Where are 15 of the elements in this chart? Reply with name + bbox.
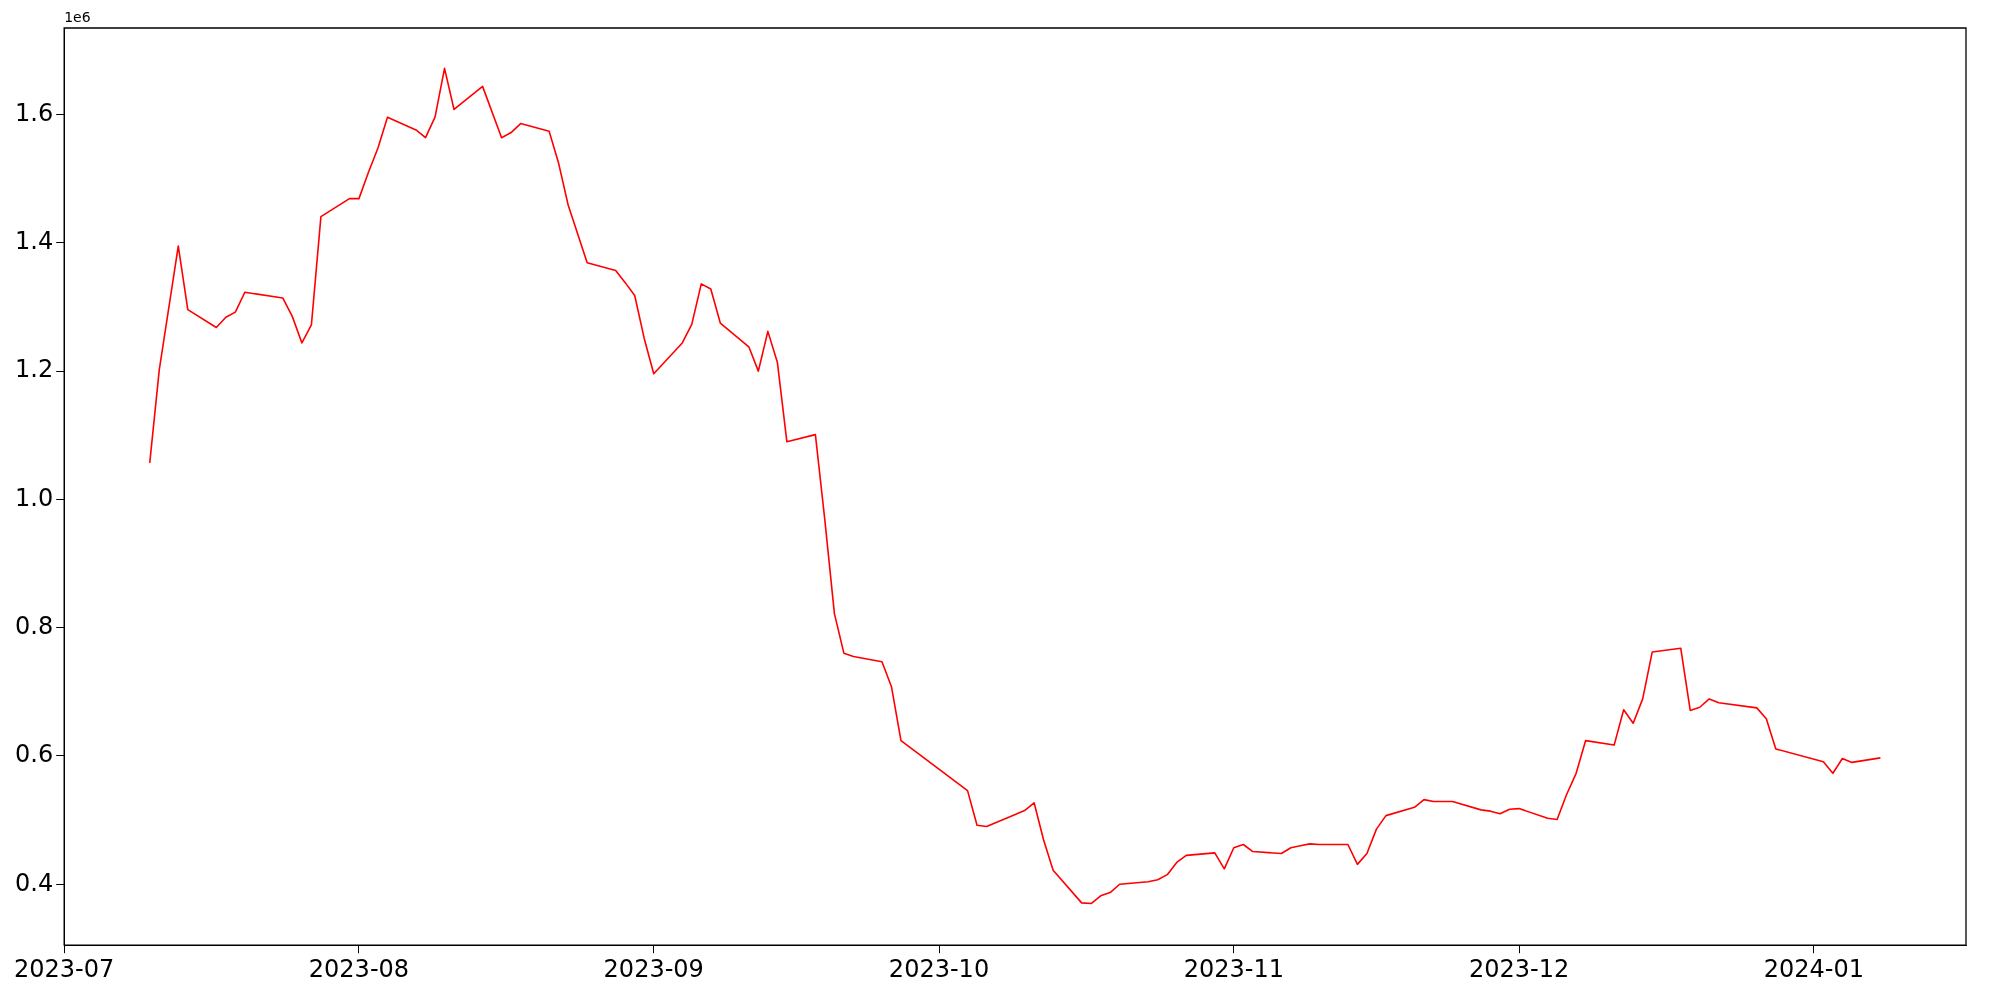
x-tick-label: 2023-11 — [1183, 954, 1284, 983]
x-tick-label: 2024-01 — [1763, 954, 1864, 983]
x-tick-label: 2023-09 — [603, 954, 704, 983]
x-tick-label: 2023-08 — [308, 954, 410, 983]
x-tick-label: 2023-10 — [888, 954, 990, 983]
x-tick-label: 2023-07 — [14, 954, 115, 983]
y-tick-label: 0.4 — [15, 868, 54, 897]
y-tick-label: 1.0 — [15, 483, 54, 512]
y-tick-label: 1.2 — [15, 355, 54, 384]
y-tick-label: 0.6 — [15, 740, 54, 769]
text: 1e6 — [64, 8, 91, 25]
x-tick-label: 2023-12 — [1468, 954, 1570, 983]
y-tick-label: 1.6 — [15, 98, 54, 127]
y-tick-label: 0.8 — [15, 611, 54, 640]
y-tick-label: 1.4 — [15, 227, 54, 256]
